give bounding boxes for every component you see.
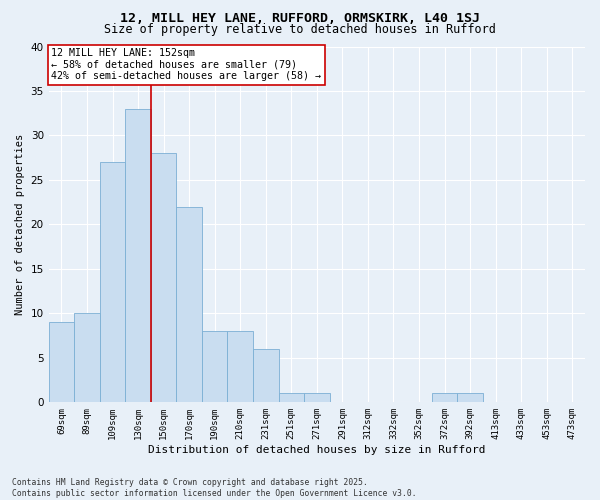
- Bar: [176, 206, 202, 402]
- Text: Size of property relative to detached houses in Rufford: Size of property relative to detached ho…: [104, 22, 496, 36]
- Y-axis label: Number of detached properties: Number of detached properties: [15, 134, 25, 315]
- Text: Contains HM Land Registry data © Crown copyright and database right 2025.
Contai: Contains HM Land Registry data © Crown c…: [12, 478, 416, 498]
- Text: 12, MILL HEY LANE, RUFFORD, ORMSKIRK, L40 1SJ: 12, MILL HEY LANE, RUFFORD, ORMSKIRK, L4…: [120, 12, 480, 26]
- Bar: [432, 394, 457, 402]
- Bar: [49, 322, 74, 402]
- Bar: [227, 331, 253, 402]
- Bar: [125, 109, 151, 403]
- Bar: [151, 153, 176, 402]
- X-axis label: Distribution of detached houses by size in Rufford: Distribution of detached houses by size …: [148, 445, 485, 455]
- Bar: [278, 394, 304, 402]
- Text: 12 MILL HEY LANE: 152sqm
← 58% of detached houses are smaller (79)
42% of semi-d: 12 MILL HEY LANE: 152sqm ← 58% of detach…: [52, 48, 322, 82]
- Bar: [100, 162, 125, 402]
- Bar: [304, 394, 329, 402]
- Bar: [74, 314, 100, 402]
- Bar: [202, 331, 227, 402]
- Bar: [457, 394, 483, 402]
- Bar: [253, 349, 278, 403]
